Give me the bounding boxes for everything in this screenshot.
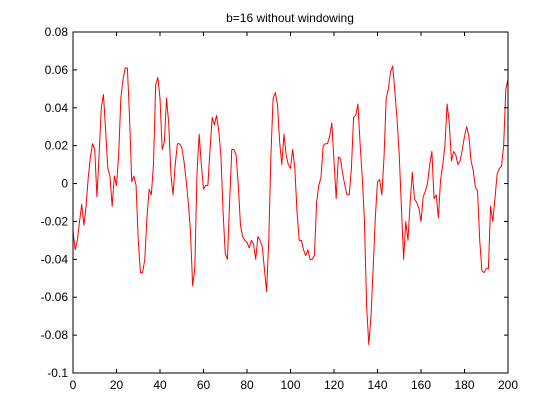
y-tick-label: -0.02 bbox=[41, 214, 69, 228]
y-tick-label: 0.08 bbox=[45, 25, 69, 39]
x-tick-label: 120 bbox=[324, 378, 344, 392]
x-tick-label: 200 bbox=[498, 378, 518, 392]
x-tick-label: 160 bbox=[411, 378, 431, 392]
y-tick-label: 0.06 bbox=[45, 63, 69, 77]
x-tick-label: 80 bbox=[240, 378, 254, 392]
y-tick-label: -0.06 bbox=[41, 290, 69, 304]
x-tick-label: 40 bbox=[153, 378, 167, 392]
x-tick-label: 0 bbox=[70, 378, 77, 392]
x-tick-label: 180 bbox=[454, 378, 474, 392]
series-line bbox=[72, 65, 509, 346]
x-tick-label: 140 bbox=[367, 378, 387, 392]
plot-area: 0 20 40 60 80 100 120 140 160 180 200 -0.1 -0.08 -0.0… bbox=[41, 25, 519, 392]
y-tick-label: 0.04 bbox=[45, 101, 69, 115]
y-tick-label: -0.04 bbox=[41, 252, 69, 266]
y-tick-label: 0.02 bbox=[45, 139, 69, 153]
y-tick-label: 0 bbox=[61, 177, 68, 191]
x-tick-label: 20 bbox=[110, 378, 124, 392]
y-tick-label: -0.1 bbox=[47, 366, 68, 380]
y-tick-label: -0.08 bbox=[41, 328, 69, 342]
x-tick-label: 100 bbox=[280, 378, 300, 392]
chart-title: b=16 without windowing bbox=[226, 11, 354, 25]
plot-background bbox=[73, 32, 508, 373]
x-tick-label: 60 bbox=[197, 378, 211, 392]
